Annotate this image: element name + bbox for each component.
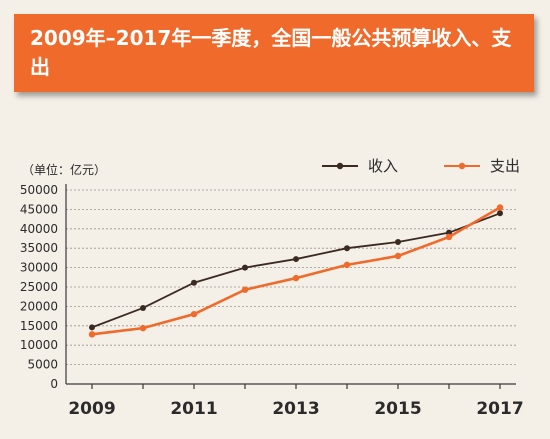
chart-title: 2009年–2017年一季度，全国一般公共预算收入、支出 [30, 26, 512, 79]
legend-label: 收入 [368, 157, 398, 175]
data-point [445, 233, 453, 241]
y-tick-label: 50000 [20, 183, 58, 197]
y-tick-label: 5000 [27, 358, 58, 372]
data-point [344, 245, 350, 252]
legend-swatch-marker [458, 162, 466, 170]
axes: 0 5000 10000 15000 20000 25000 30000 35000 40000… [20, 183, 524, 419]
title-banner: 2009年–2017年一季度，全国一般公共预算收入、支出 [14, 14, 534, 92]
series-lines [88, 204, 504, 338]
x-tick-label: 2017 [476, 399, 523, 419]
y-tick-label: 40000 [20, 222, 58, 236]
legend-label: 支出 [490, 157, 520, 175]
y-tick-label: 30000 [20, 261, 58, 275]
data-point [394, 252, 402, 260]
x-tick-label: 2011 [170, 399, 217, 419]
data-point [293, 256, 299, 263]
gridlines [66, 189, 516, 366]
data-point [497, 210, 503, 217]
x-tick-label: 2013 [272, 399, 319, 419]
data-point [139, 324, 147, 332]
data-point [395, 238, 401, 245]
data-point [88, 331, 96, 338]
unit-label: （单位：亿元） [22, 162, 106, 177]
data-point [191, 279, 197, 286]
y-tick-label: 15000 [20, 319, 58, 333]
y-tick-label: 0 [50, 377, 58, 391]
legend-swatch-marker [336, 162, 344, 170]
data-point [292, 274, 300, 282]
x-tick-label: 2015 [374, 399, 421, 419]
y-tick-label: 10000 [20, 338, 58, 352]
series-line-1 [91, 206, 501, 336]
data-point [190, 310, 198, 318]
data-point [242, 264, 248, 271]
y-tick-label: 20000 [20, 299, 58, 313]
series-line-0 [91, 212, 501, 329]
y-tick-label: 45000 [20, 202, 58, 216]
legend: 收入 支出 [322, 157, 520, 175]
data-point [496, 204, 504, 211]
x-tick-label: 2009 [68, 399, 115, 419]
y-tick-label: 25000 [20, 280, 58, 294]
data-point [89, 324, 95, 331]
data-point [343, 261, 351, 269]
y-tick-label: 35000 [20, 241, 58, 255]
data-point [140, 304, 146, 311]
data-point [241, 286, 249, 293]
